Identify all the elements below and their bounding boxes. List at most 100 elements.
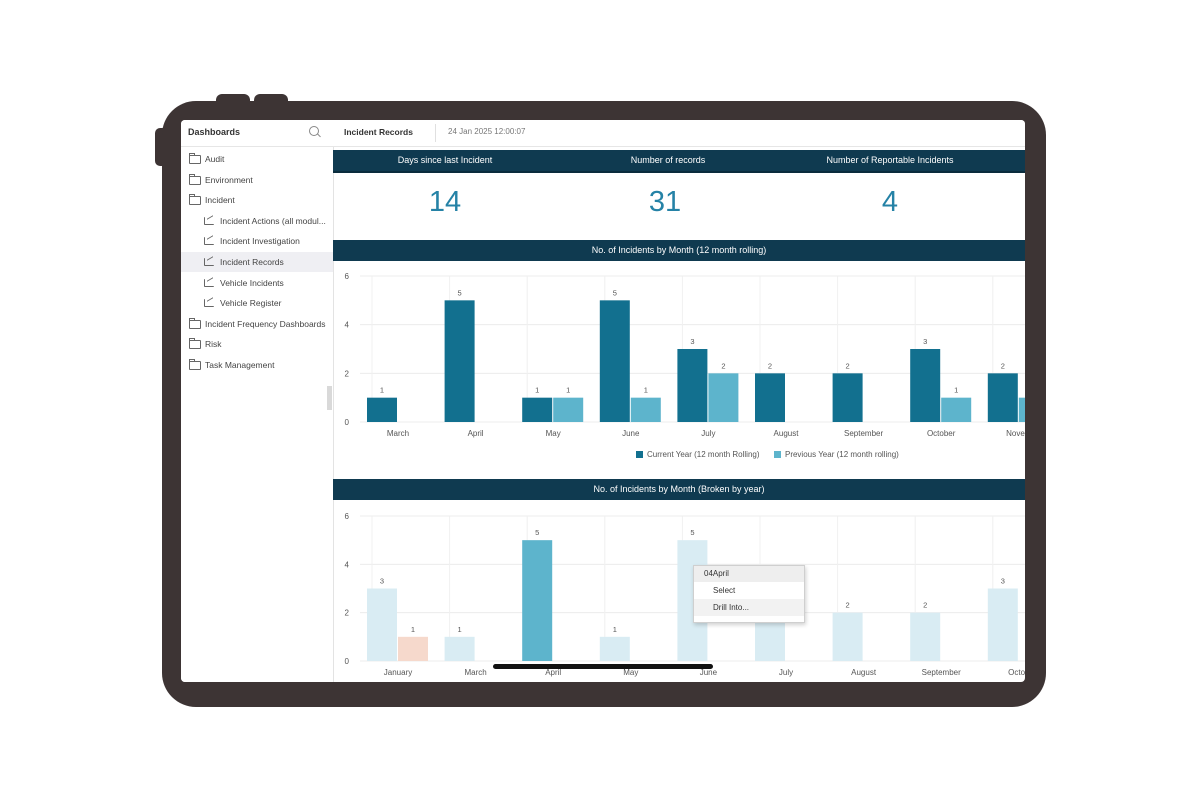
y-tick-label: 4 bbox=[345, 560, 350, 569]
chart1-title: No. of Incidents by Month (12 month roll… bbox=[591, 245, 767, 255]
chart-bar bbox=[553, 397, 584, 422]
x-tick-label: August bbox=[851, 668, 877, 677]
legend-previous-label[interactable]: Previous Year (12 month rolling) bbox=[784, 450, 899, 459]
data-label: 1 bbox=[380, 386, 384, 395]
y-tick-label: 4 bbox=[345, 321, 350, 330]
x-tick-label: July bbox=[779, 668, 793, 677]
chart-bar bbox=[987, 373, 1018, 422]
dashboard-icon bbox=[204, 216, 214, 225]
x-tick-label: April bbox=[468, 429, 484, 438]
sidebar-item-label: Incident Records bbox=[220, 257, 284, 267]
chart-bar bbox=[522, 397, 553, 422]
chart1-rolling-bar-chart: 0 2 4 6 1 March 5 April 1 1 May 5 1 June 3 2 July 2 August… bbox=[345, 272, 1025, 438]
home-indicator bbox=[493, 664, 713, 669]
chart2-title: No. of Incidents by Month (Broken by yea… bbox=[593, 484, 765, 494]
context-menu-drill-into[interactable]: Drill Into... bbox=[694, 599, 804, 616]
x-tick-label: October bbox=[927, 429, 956, 438]
kpi-value-reportable[interactable]: 4 bbox=[881, 186, 899, 218]
context-menu-header: 04April bbox=[694, 566, 804, 582]
data-label: 2 bbox=[846, 601, 850, 610]
sidebar-item[interactable]: Vehicle Incidents bbox=[181, 273, 333, 293]
legend-current-label[interactable]: Current Year (12 month Rolling) bbox=[647, 450, 760, 459]
sidebar-item-label: Incident Frequency Dashboards bbox=[205, 318, 326, 329]
top-bar: Incident Records 24 Jan 2025 12:00:07 bbox=[333, 120, 1025, 147]
y-tick-label: 2 bbox=[345, 609, 350, 618]
chart-bar bbox=[1018, 397, 1025, 422]
x-tick-label: Novem bbox=[1006, 429, 1025, 438]
data-label: 2 bbox=[846, 361, 850, 370]
folder-open-icon bbox=[189, 194, 201, 206]
legend-previous-swatch bbox=[773, 451, 781, 458]
divider bbox=[435, 124, 436, 142]
dashboard-icon bbox=[204, 237, 214, 246]
data-label: 5 bbox=[535, 528, 539, 537]
sidebar-item-label: Audit bbox=[205, 154, 225, 164]
sidebar-item-label: Vehicle Register bbox=[220, 298, 282, 309]
sidebar-item[interactable]: Incident Actions (all modul... bbox=[181, 211, 333, 231]
sidebar-header: Dashboards bbox=[181, 120, 333, 147]
data-label: 1 bbox=[566, 386, 570, 395]
chart-bar bbox=[987, 588, 1018, 661]
main-panel: Incident Records 24 Jan 2025 12:00:07 Da… bbox=[333, 120, 1025, 682]
context-menu-select[interactable]: Select bbox=[713, 586, 736, 595]
y-tick-label: 0 bbox=[345, 418, 350, 427]
sidebar-item[interactable]: Incident Frequency Dashboards bbox=[181, 314, 333, 334]
x-tick-label: June bbox=[622, 429, 640, 438]
chart-bar bbox=[398, 636, 428, 661]
data-label: 3 bbox=[1001, 577, 1005, 586]
chart-bar bbox=[941, 397, 972, 422]
kpi-label-days: Days since last Incident bbox=[397, 155, 493, 165]
sidebar-item[interactable]: Environment bbox=[181, 170, 333, 190]
data-label: 1 bbox=[644, 386, 648, 395]
kpi-value-days[interactable]: 14 bbox=[428, 186, 462, 218]
data-label: 3 bbox=[923, 337, 927, 346]
tablet-screen: Dashboards Audit Environment Incident Incid… bbox=[181, 120, 1025, 682]
sidebar-item-label: Risk bbox=[205, 339, 222, 350]
x-tick-label: May bbox=[623, 668, 638, 677]
dashboard-icon bbox=[204, 299, 214, 308]
legend-current-swatch bbox=[636, 451, 643, 458]
sidebar-item[interactable]: Audit bbox=[181, 149, 333, 169]
data-label: 5 bbox=[458, 288, 462, 297]
sidebar-item-label: Incident Actions (all modul... bbox=[220, 215, 326, 226]
folder-icon bbox=[189, 173, 201, 185]
chart-bar bbox=[599, 636, 630, 661]
x-tick-label: September bbox=[844, 429, 883, 438]
chart-bar bbox=[910, 612, 941, 661]
dashboard-icon bbox=[204, 258, 214, 266]
chart2-by-year-bar-chart: 0 2 4 6 3 1 January 1 March 5 April 1 May 5 June 3 July 2… bbox=[345, 512, 1025, 677]
y-tick-label: 0 bbox=[345, 657, 350, 666]
x-tick-label: August bbox=[774, 429, 800, 438]
kpi-value-records[interactable]: 31 bbox=[648, 186, 682, 218]
sidebar-scroll-handle[interactable] bbox=[327, 386, 332, 410]
search-icon[interactable] bbox=[309, 126, 319, 136]
data-label: 3 bbox=[380, 577, 384, 586]
chart-bar bbox=[832, 612, 863, 661]
data-label: 1 bbox=[613, 625, 617, 634]
x-tick-label: May bbox=[546, 429, 561, 438]
folder-icon bbox=[189, 317, 201, 329]
sidebar-item[interactable]: Incident Investigation bbox=[181, 231, 333, 251]
sidebar-title: Dashboards bbox=[188, 127, 241, 137]
x-tick-label: April bbox=[545, 668, 561, 677]
chart-bar bbox=[755, 373, 785, 422]
sidebar-item[interactable]: Task Management bbox=[181, 355, 333, 375]
sidebar-item[interactable]: Risk bbox=[181, 334, 333, 354]
sidebar-item[interactable]: Incident Records bbox=[181, 252, 333, 272]
data-label: 5 bbox=[690, 528, 694, 537]
sidebar-item-label: Task Management bbox=[205, 360, 275, 370]
folder-icon bbox=[189, 359, 201, 370]
sidebar-item[interactable]: Vehicle Register bbox=[181, 293, 333, 313]
chart-bar bbox=[444, 300, 475, 422]
x-tick-label: Octob bbox=[1008, 668, 1025, 677]
sidebar-item[interactable]: Incident bbox=[181, 190, 333, 210]
chart-bar bbox=[708, 373, 739, 422]
chart-bar bbox=[367, 588, 397, 661]
chart-bar bbox=[832, 373, 863, 422]
sidebar-item-label: Incident bbox=[205, 195, 235, 206]
y-tick-label: 2 bbox=[345, 369, 350, 378]
sidebar-item-label: Incident Investigation bbox=[220, 236, 300, 247]
sidebar: Dashboards Audit Environment Incident Incid… bbox=[181, 120, 334, 682]
data-label: 2 bbox=[923, 601, 927, 610]
data-label: 2 bbox=[1001, 361, 1005, 370]
